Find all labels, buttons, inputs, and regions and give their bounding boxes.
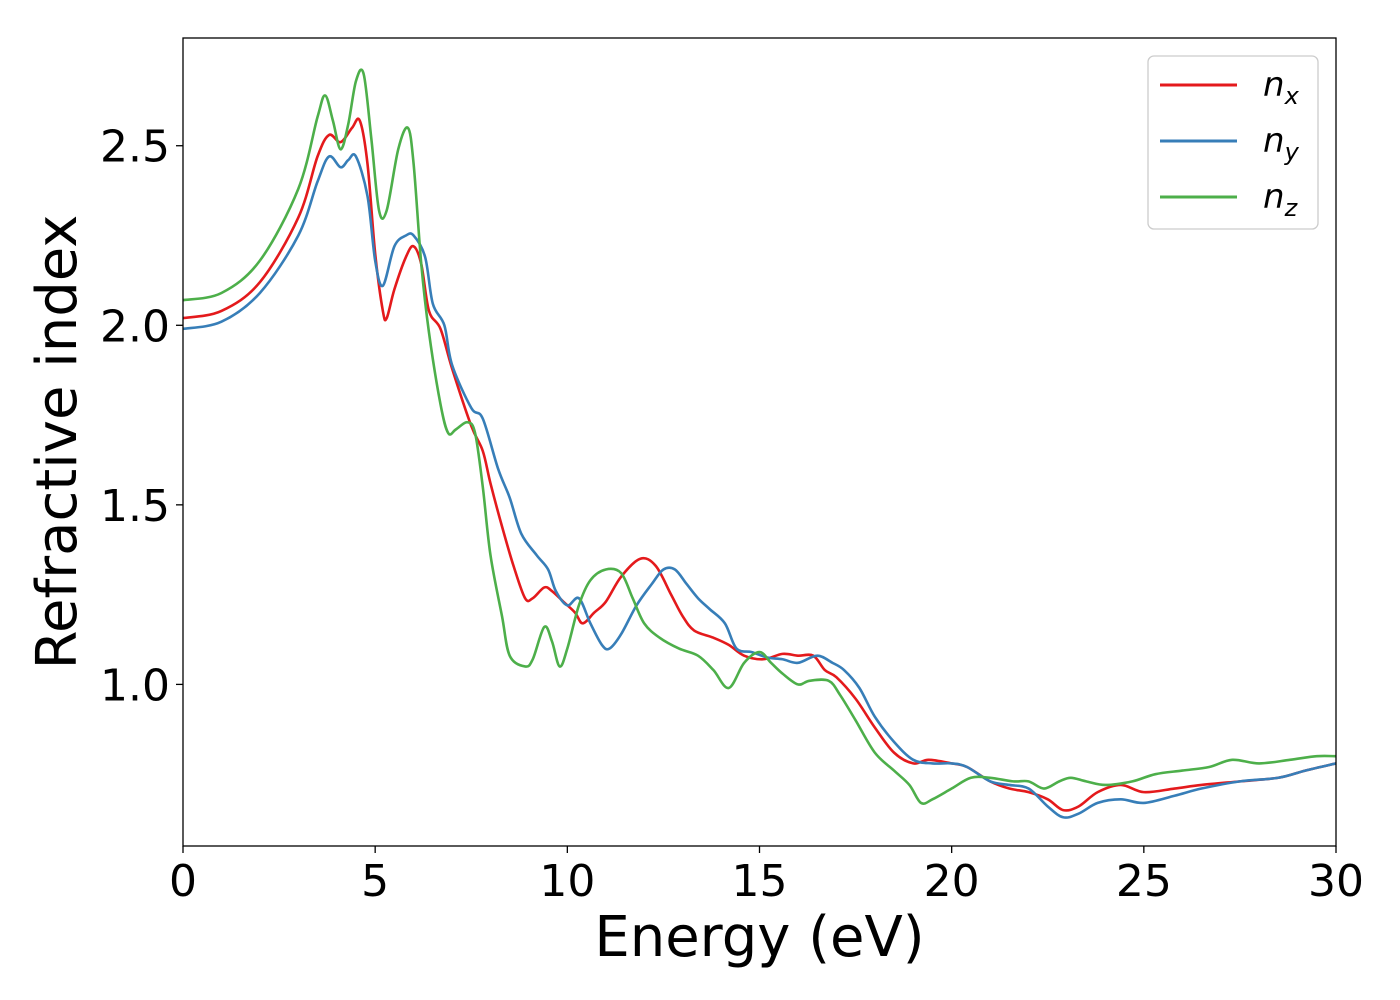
x-tick-label: 10 <box>539 856 595 907</box>
x-tick-label: 25 <box>1116 856 1172 907</box>
y-tick-label: 1.0 <box>100 660 170 711</box>
legend: nx ny nz <box>1147 55 1319 230</box>
x-tick-label: 15 <box>732 856 788 907</box>
y-tick-label: 1.5 <box>100 481 170 532</box>
series-line-nx <box>183 117 1336 812</box>
series-layer <box>183 68 1336 819</box>
x-tick-label: 0 <box>169 856 197 907</box>
y-axis-ticks: 1.0 1.5 2.0 2.5 <box>100 122 183 711</box>
legend-label-nz: nz <box>1263 177 1299 222</box>
series-line-nz <box>183 68 1336 805</box>
x-axis-title: Energy (eV) <box>594 905 924 970</box>
y-tick-label: 2.5 <box>100 122 170 173</box>
legend-label-ny: ny <box>1263 121 1300 166</box>
legend-label-nx: nx <box>1263 65 1300 110</box>
series-line-ny <box>183 152 1336 819</box>
x-axis-ticks: 0 5 10 15 20 25 30 <box>169 846 1364 907</box>
x-tick-label: 20 <box>924 856 980 907</box>
y-axis-title: Refractive index <box>25 215 90 670</box>
x-tick-label: 5 <box>361 856 389 907</box>
y-tick-label: 2.0 <box>100 301 170 352</box>
x-tick-label: 30 <box>1308 856 1364 907</box>
